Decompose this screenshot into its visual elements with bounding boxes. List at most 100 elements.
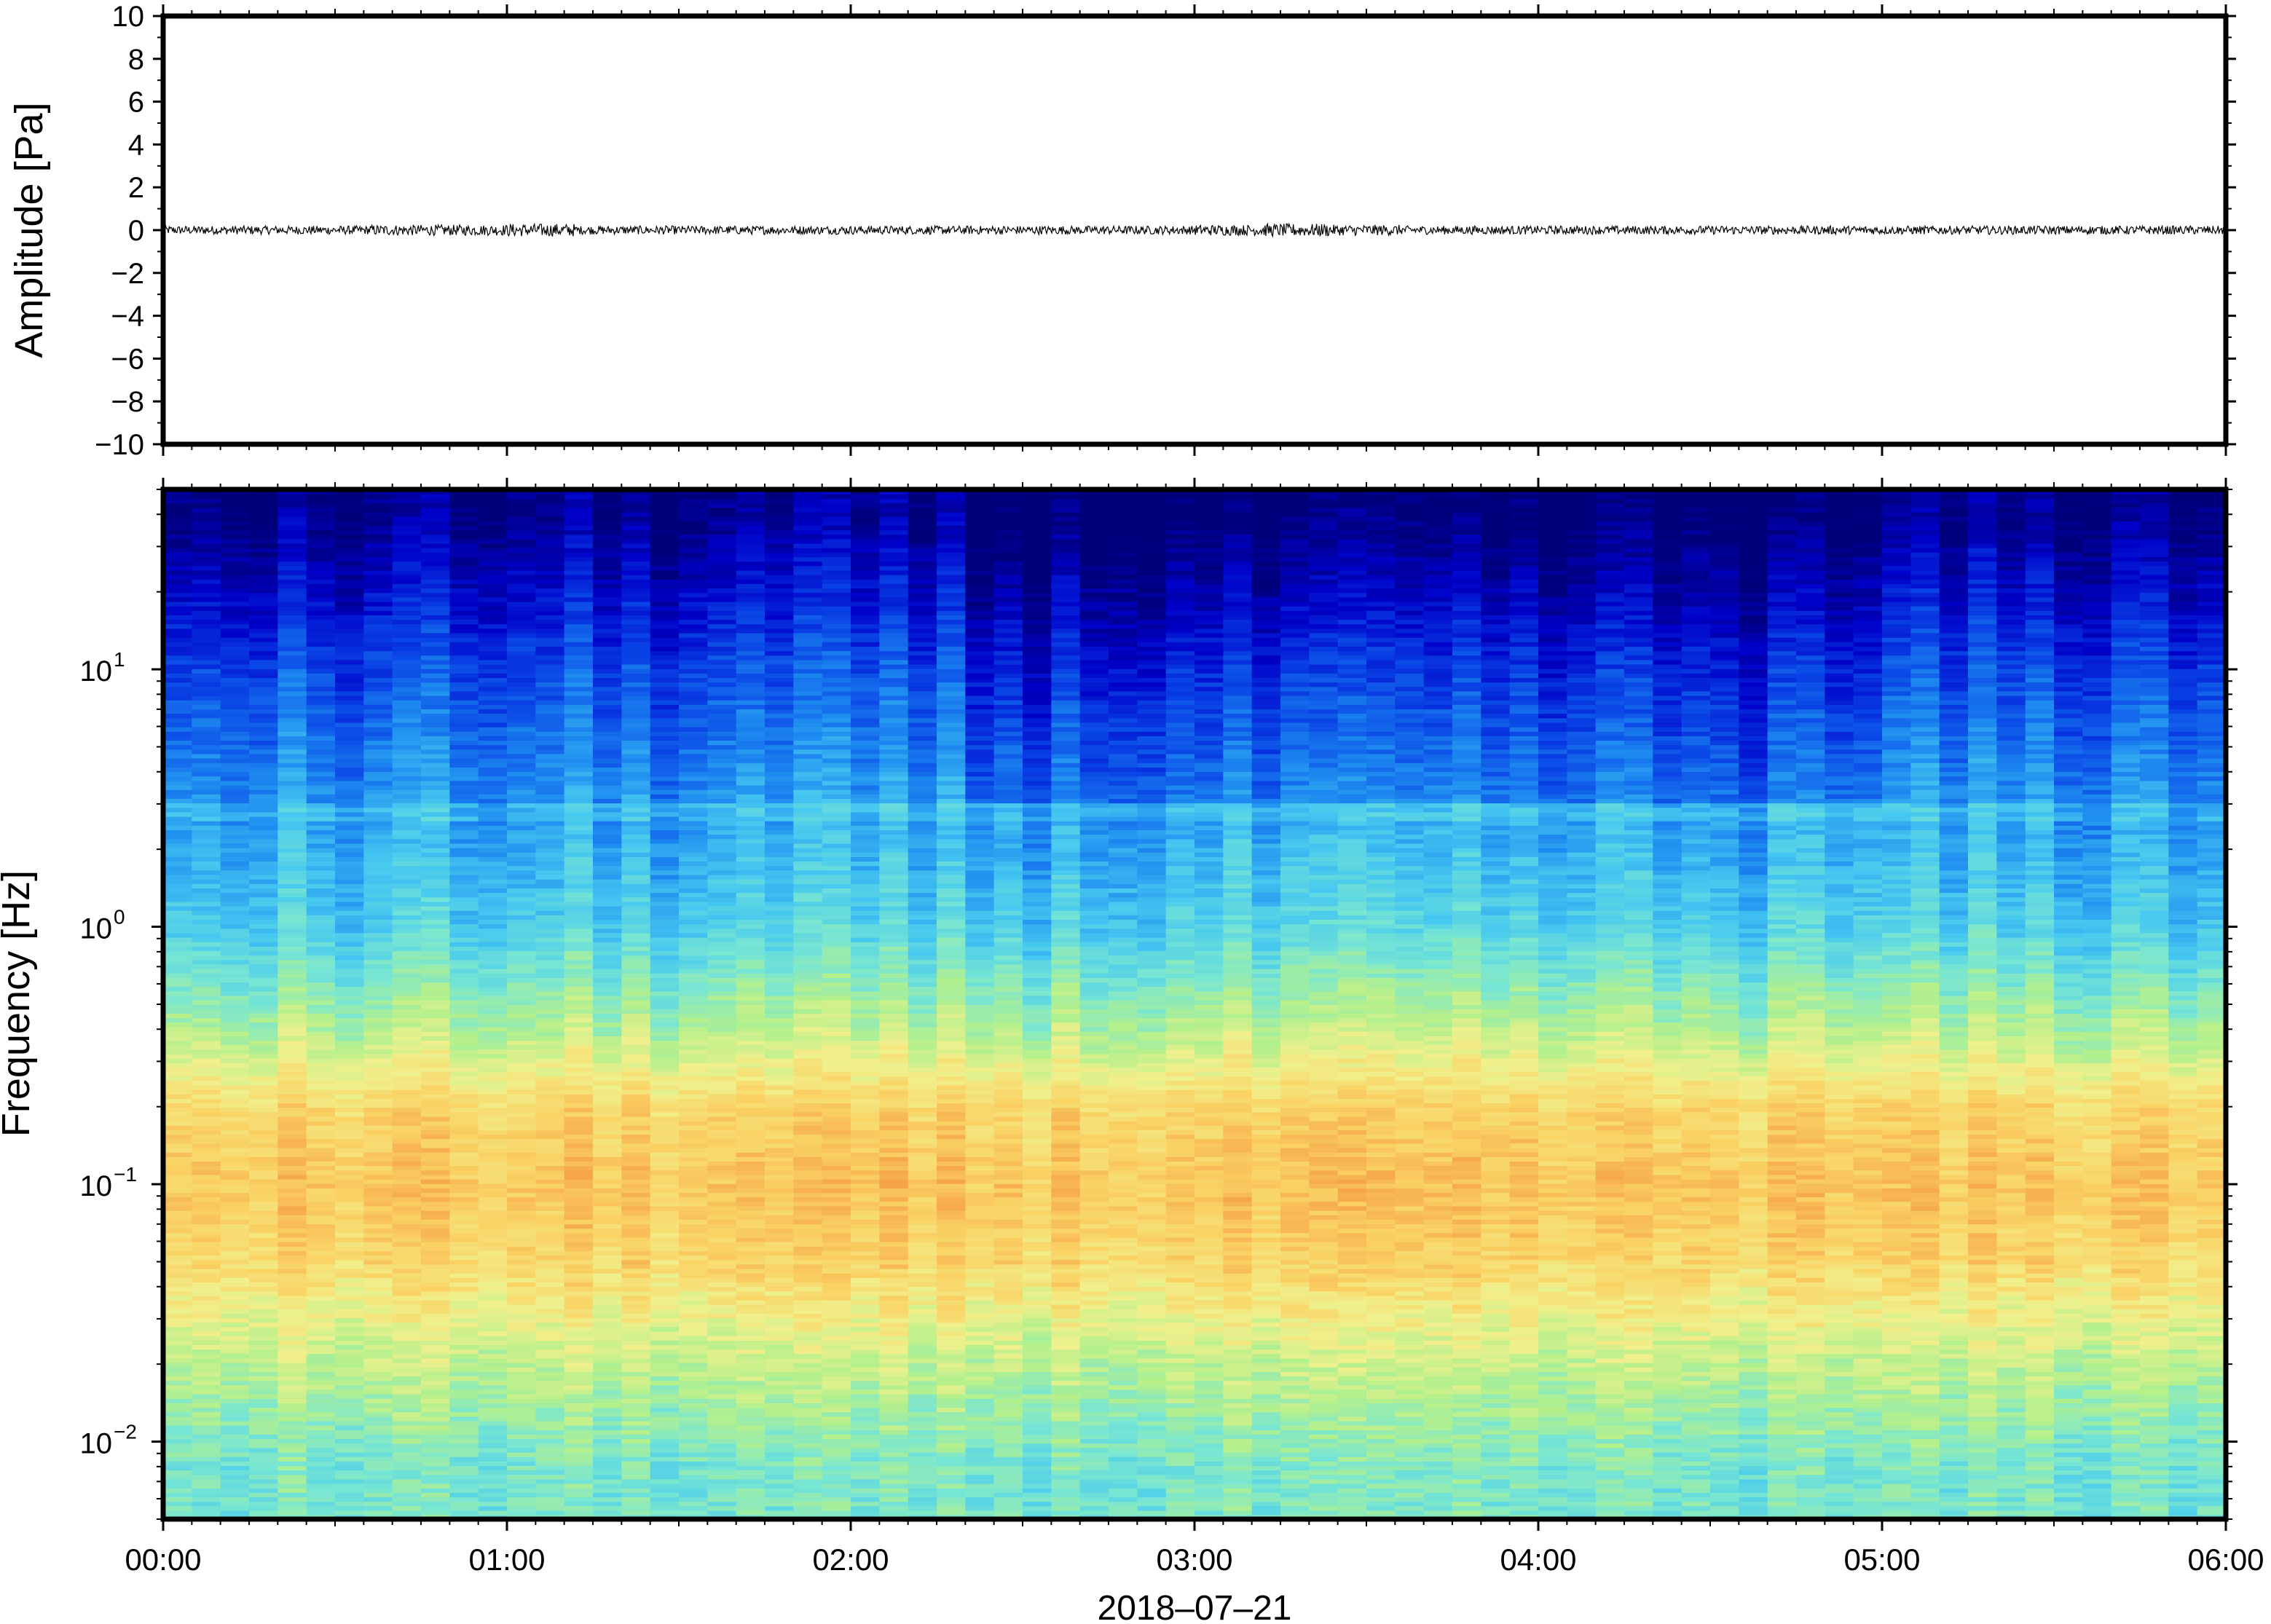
spectrogram-cell bbox=[1223, 1376, 1253, 1381]
spectrogram-cell bbox=[1681, 1340, 1711, 1346]
spectrogram-cell bbox=[1337, 1344, 1367, 1350]
spectrogram-cell bbox=[1023, 1366, 1052, 1372]
spectrogram-cell bbox=[2082, 1326, 2112, 1332]
spectrogram-cell bbox=[1939, 1393, 1969, 1399]
spectrogram-cell bbox=[1825, 1366, 1854, 1372]
spectrogram-cell bbox=[1395, 1393, 1425, 1399]
spectrogram-cell bbox=[449, 1505, 479, 1511]
spectrogram-cell bbox=[1910, 1362, 1940, 1368]
spectrogram-cell bbox=[192, 1420, 221, 1426]
spectrogram-cell bbox=[1910, 1487, 1940, 1493]
spectrogram-cell bbox=[1681, 1474, 1711, 1480]
spectrogram-cell bbox=[421, 1304, 451, 1309]
spectrogram-cell bbox=[1165, 1505, 1195, 1511]
spectrogram-cell bbox=[1023, 1389, 1052, 1395]
spectrogram-cell bbox=[1481, 1470, 1511, 1475]
spectrogram-cell bbox=[564, 1497, 594, 1502]
spectrogram-cell bbox=[192, 1371, 221, 1377]
spectrogram-cell bbox=[736, 1264, 765, 1269]
spectrogram-cell bbox=[507, 1362, 537, 1368]
spectrogram-cell bbox=[1825, 1304, 1854, 1309]
spectrogram-cell bbox=[965, 1290, 995, 1296]
spectrogram-cell bbox=[965, 1362, 995, 1368]
spectrogram-cell bbox=[1739, 1398, 1768, 1403]
spectrogram-cell bbox=[679, 1420, 709, 1426]
spectrogram-cell bbox=[306, 1362, 336, 1368]
spectrogram-cell bbox=[1996, 1376, 2026, 1381]
spectrogram-cell bbox=[908, 1438, 937, 1444]
spectrogram-cell bbox=[2140, 1362, 2170, 1368]
spectrogram-cell bbox=[1968, 1237, 1998, 1242]
spectrogram-cell bbox=[2054, 1376, 2084, 1381]
spectrogram-cell bbox=[1825, 1389, 1854, 1395]
spectrogram-cell bbox=[1939, 1237, 1969, 1242]
spectrogram-cell bbox=[564, 1505, 594, 1511]
spectrogram-cell bbox=[163, 1389, 193, 1395]
spectrogram-cell bbox=[1624, 1438, 1654, 1444]
spectrogram-cell bbox=[564, 1411, 594, 1417]
spectrogram-cell bbox=[1681, 1272, 1711, 1278]
spectrogram-cell bbox=[392, 1403, 422, 1408]
spectrogram-cell bbox=[306, 1411, 336, 1417]
spectrogram-cell bbox=[1481, 1317, 1511, 1323]
spectrogram-cell bbox=[908, 1474, 937, 1480]
spectrogram-cell bbox=[1481, 1357, 1511, 1363]
spectrogram-cell bbox=[1681, 1304, 1711, 1309]
spectrogram-cell bbox=[1710, 1241, 1740, 1247]
spectrogram-cell bbox=[421, 1237, 451, 1242]
spectrogram-cell bbox=[822, 1398, 851, 1403]
spectrogram-cell bbox=[2197, 1465, 2226, 1471]
spectrogram-cell bbox=[1509, 1255, 1539, 1261]
spectrogram-cell bbox=[1109, 1470, 1138, 1475]
spectrogram-cell bbox=[965, 1295, 995, 1301]
spectrogram-cell bbox=[2140, 1237, 2170, 1242]
spectrogram-cell bbox=[1452, 1461, 1482, 1467]
spectrogram-cell bbox=[421, 1407, 451, 1413]
spectrogram-cell bbox=[278, 1272, 307, 1278]
spectrogram-cell bbox=[1710, 1317, 1740, 1323]
spectrogram-cell bbox=[1968, 1398, 1998, 1403]
spectrogram-cell bbox=[1309, 1487, 1339, 1493]
spectrogram-cell bbox=[1165, 1277, 1195, 1282]
spectrogram-cell bbox=[1624, 1353, 1654, 1359]
spectrogram-cell bbox=[1109, 1411, 1138, 1417]
spectrogram-cell bbox=[335, 1407, 365, 1413]
spectrogram-cell bbox=[707, 1282, 737, 1288]
spectrogram-cell bbox=[1653, 1245, 1682, 1251]
spectrogram-cell bbox=[1280, 1245, 1310, 1251]
spectrogram-cell bbox=[1109, 1474, 1138, 1480]
spectrogram-cell bbox=[1624, 1376, 1654, 1381]
spectrogram-cell bbox=[1223, 1451, 1253, 1457]
spectrogram-cell bbox=[993, 1326, 1023, 1332]
spectrogram-cell bbox=[1624, 1420, 1654, 1426]
spectrogram-cell bbox=[478, 1335, 508, 1341]
spectrogram-cell bbox=[2168, 1501, 2198, 1507]
spectrogram-cell bbox=[1194, 1371, 1224, 1377]
spectrogram-cell bbox=[421, 1478, 451, 1484]
spectrogram-cell bbox=[1280, 1384, 1310, 1390]
spectrogram-cell bbox=[736, 1430, 765, 1435]
spectrogram-cell bbox=[1165, 1304, 1195, 1309]
spectrogram-cell bbox=[1023, 1474, 1052, 1480]
spectrogram-cell bbox=[1509, 1232, 1539, 1238]
spectrogram-cell bbox=[1079, 1461, 1109, 1467]
spectrogram-cell bbox=[1939, 1241, 1969, 1247]
spectrogram-cell bbox=[1767, 1389, 1797, 1395]
spectrogram-cell bbox=[421, 1268, 451, 1274]
spectrogram-cell bbox=[1481, 1295, 1511, 1301]
spectrogram-cell bbox=[2025, 1228, 2055, 1234]
spectrogram-cell bbox=[736, 1255, 765, 1261]
spectrogram-cell bbox=[249, 1255, 279, 1261]
spectrogram-cell bbox=[220, 1434, 250, 1440]
spectrogram-cell bbox=[564, 1326, 594, 1332]
spectrogram-cell bbox=[278, 1286, 307, 1292]
spectrogram-cell bbox=[163, 1245, 193, 1251]
spectrogram-cell bbox=[822, 1259, 851, 1265]
spectrogram-cell bbox=[679, 1438, 709, 1444]
spectrogram-cell bbox=[650, 1255, 680, 1261]
spectrogram-cell bbox=[1538, 1282, 1568, 1288]
spectrogram-cell bbox=[1538, 1290, 1568, 1296]
spectrogram-cell bbox=[965, 1501, 995, 1507]
spectrogram-cell bbox=[2197, 1443, 2226, 1448]
spectrogram-cell bbox=[1423, 1389, 1453, 1395]
